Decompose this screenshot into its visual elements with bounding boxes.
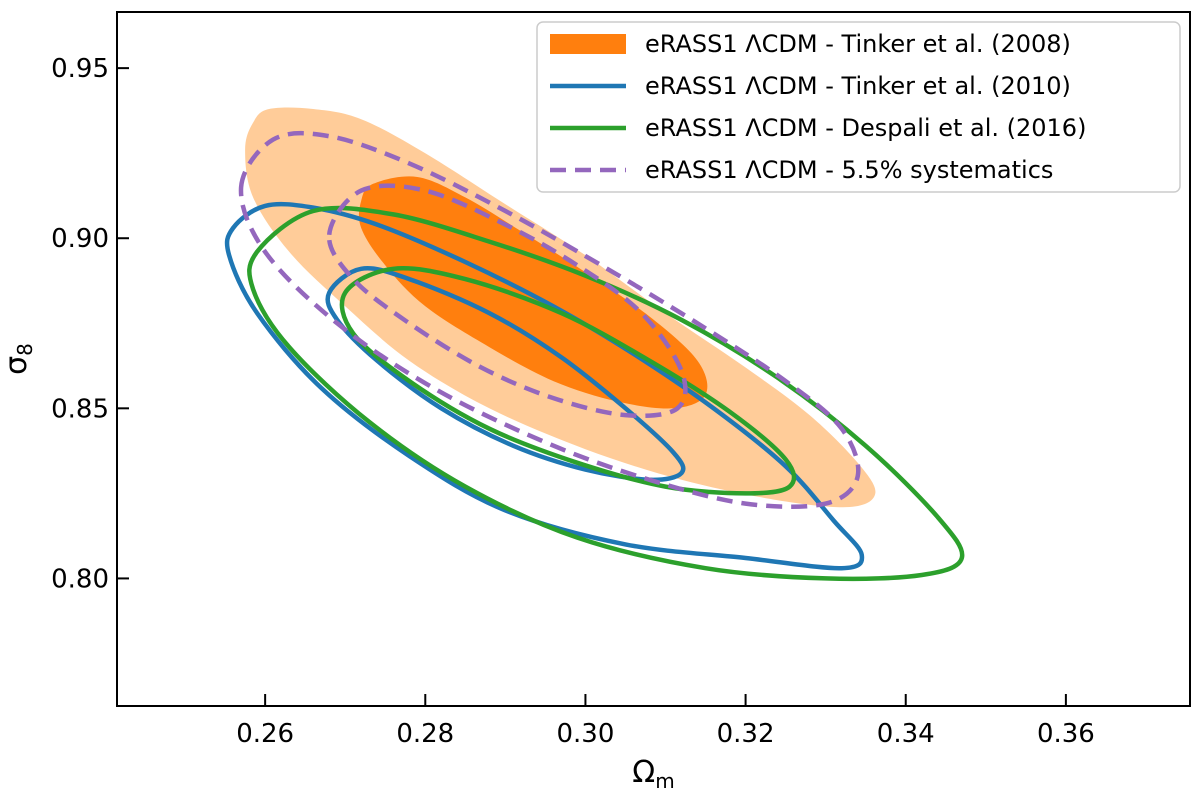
legend: eRASS1 ΛCDM - Tinker et al. (2008) eRASS1… [536, 21, 1181, 193]
legend-label: eRASS1 ΛCDM - Tinker et al. (2008) [645, 30, 1071, 58]
contour-series-1-68pct [358, 176, 708, 409]
x-axis-label-main: Ω [632, 755, 655, 790]
y-tick-label: 0.85 [51, 394, 109, 424]
legend-label: eRASS1 ΛCDM - 5.5% systematics [645, 156, 1053, 184]
contour-series-3-95pct [247, 205, 965, 582]
x-axis-label: Ωm [632, 755, 674, 793]
x-tick-label: 0.30 [556, 719, 614, 749]
y-axis-label: σ8 [0, 343, 37, 375]
contour-series-3-68pct [339, 266, 797, 496]
x-tick-label: 0.26 [236, 719, 294, 749]
contour-series-2-68pct [325, 266, 686, 483]
x-tick-label: 0.28 [396, 719, 454, 749]
x-axis-label-sub: m [655, 769, 674, 793]
contour-series-4-68pct [326, 183, 688, 419]
y-tick-label: 0.90 [51, 224, 109, 254]
x-tick-label: 0.34 [877, 719, 935, 749]
legend-box [536, 21, 1181, 193]
y-tick-label: 0.95 [51, 54, 109, 84]
x-tick-label: 0.32 [717, 719, 775, 749]
plot-frame [116, 11, 1191, 707]
contour-series-4-95pct [238, 130, 861, 510]
y-axis-label-sub: 8 [13, 343, 37, 356]
x-tick-label: 0.36 [1037, 719, 1095, 749]
legend-label: eRASS1 ΛCDM - Despali et al. (2016) [645, 114, 1086, 142]
contour-series-2-95pct [224, 201, 865, 571]
legend-label: eRASS1 ΛCDM - Tinker et al. (2010) [645, 72, 1071, 100]
contour-layer [224, 107, 965, 582]
legend-swatch-filled [550, 34, 626, 54]
tick-layer: 0.26 0.28 0.30 0.32 0.34 0.36 0.80 0.85 0.90 0.95 [51, 54, 1095, 749]
y-axis-label-main: σ [0, 356, 34, 375]
y-tick-label: 0.80 [51, 564, 109, 594]
